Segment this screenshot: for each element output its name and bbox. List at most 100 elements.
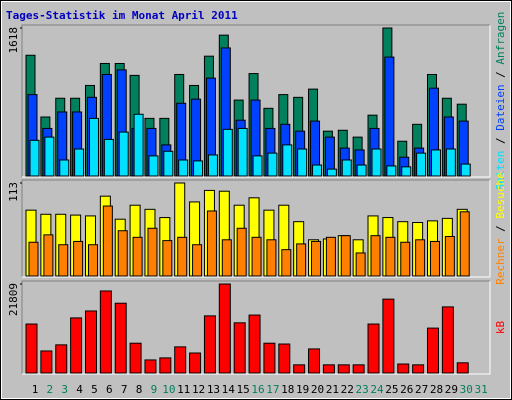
bar (267, 152, 278, 177)
bar (133, 113, 144, 177)
panel-highlight (22, 25, 491, 178)
bar (114, 302, 127, 374)
bar (233, 322, 246, 374)
bar (430, 149, 441, 177)
legend-entry: kB (494, 321, 507, 335)
bar (44, 136, 55, 177)
bar (340, 235, 351, 277)
bar (416, 152, 427, 177)
bar (251, 236, 262, 277)
bar (221, 239, 232, 277)
y-tick-label: 21809 (7, 283, 20, 316)
legend: Seiten / Dateien / Anfragen (494, 12, 507, 191)
bar (102, 205, 113, 277)
x-tick-label: 26 (400, 383, 413, 396)
x-tick-label: 2 (47, 383, 54, 396)
bar (84, 310, 97, 374)
bar (441, 306, 454, 374)
bar (337, 364, 350, 374)
x-tick-label: 16 (251, 383, 264, 396)
bar (163, 150, 174, 177)
bar (237, 127, 248, 177)
panel-shadow (21, 280, 490, 374)
x-tick-label: 14 (222, 383, 236, 396)
bar (356, 164, 367, 177)
legend-entry: Rechner (494, 238, 507, 285)
panel-highlight (22, 281, 491, 375)
x-tick-label: 11 (177, 383, 190, 396)
bar (341, 159, 352, 177)
bar (203, 315, 216, 374)
bar (59, 159, 70, 177)
bar (43, 234, 54, 277)
bar (308, 348, 321, 374)
x-tick-label: 1 (32, 383, 39, 396)
bar (296, 243, 307, 277)
bar (297, 148, 308, 177)
x-tick-label: 27 (415, 383, 428, 396)
bar (58, 244, 69, 277)
bar (236, 227, 247, 277)
x-tick-label: 12 (192, 383, 205, 396)
bar (206, 210, 217, 277)
chart-title: Tages-Statistik im Monat April 2011 (6, 9, 238, 22)
bar (412, 364, 425, 374)
legend-separator: / (494, 65, 507, 85)
bar (193, 160, 204, 177)
bar (222, 128, 233, 177)
bar (312, 164, 323, 177)
bar (40, 350, 53, 374)
bar (382, 298, 395, 374)
x-tick-label: 31 (474, 383, 487, 396)
bar (459, 211, 470, 277)
bar (25, 323, 38, 374)
x-tick-label: 8 (136, 383, 143, 396)
x-tick-label: 9 (151, 383, 158, 396)
x-tick-label: 23 (356, 383, 369, 396)
legend-entry: Besuche (494, 172, 507, 218)
bar (74, 148, 85, 177)
legend-entry: Seiten (494, 151, 507, 191)
legend-separator: / (494, 219, 507, 239)
x-tick-label: 17 (266, 383, 279, 396)
bar (397, 363, 410, 374)
x-tick-label: 30 (460, 383, 473, 396)
x-tick-label: 4 (76, 383, 83, 396)
bar (429, 240, 440, 277)
bar (207, 154, 218, 177)
panel-highlight (22, 180, 491, 278)
bar (162, 240, 173, 277)
bar (88, 117, 99, 177)
bar (55, 344, 68, 374)
legend-entry: Dateien (494, 84, 507, 130)
bar (192, 244, 203, 277)
x-tick-label: 5 (91, 383, 98, 396)
bar (293, 364, 306, 374)
bar (278, 343, 291, 374)
x-tick-label: 22 (341, 383, 354, 396)
bar (248, 314, 261, 374)
bar (159, 357, 172, 374)
bar (252, 155, 263, 177)
legend-separator: / (494, 131, 507, 151)
bar (177, 236, 188, 277)
bar (103, 138, 114, 177)
bar (117, 230, 128, 277)
y-tick-label: 113 (7, 182, 20, 202)
bar (445, 148, 456, 177)
x-tick-label: 10 (162, 383, 175, 396)
bar (401, 166, 412, 177)
x-tick-label: 29 (445, 383, 458, 396)
bar (325, 236, 336, 277)
x-tick-label: 13 (207, 383, 220, 396)
x-tick-label: 7 (121, 383, 128, 396)
bar (355, 252, 366, 277)
bar (87, 244, 98, 277)
bar (367, 323, 380, 374)
x-tick-label: 20 (311, 383, 324, 396)
bar (132, 236, 143, 277)
legend: kB (494, 321, 507, 335)
bar (218, 283, 231, 374)
bar (28, 241, 39, 277)
legend-entry: Anfragen (494, 12, 507, 65)
